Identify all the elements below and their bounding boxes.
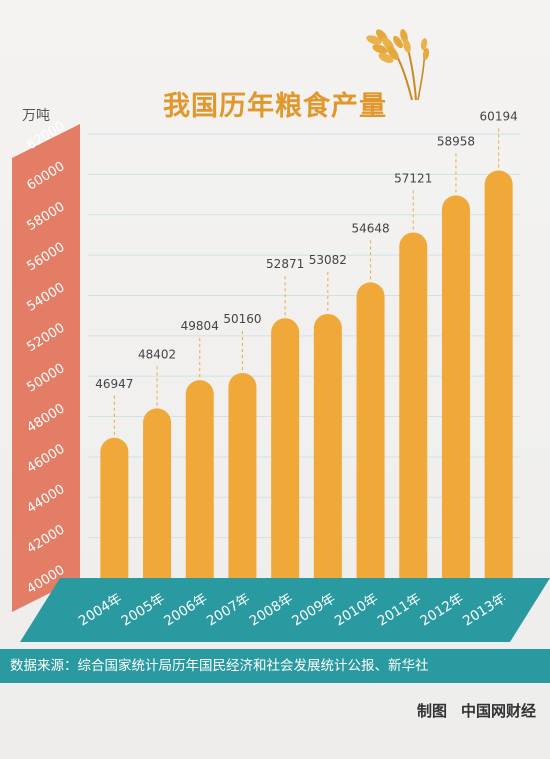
chart-title: 我国历年粮食产量 [163,91,387,122]
value-label: 49804 [181,319,219,333]
y-axis-band: 4000042000440004600048000500005200054000… [12,119,80,612]
x-axis-band-shape [20,578,550,642]
bars-layer [100,170,513,578]
x-axis-band: 2004年2005年2006年2007年2008年2009年2010年2011年… [20,578,550,642]
x-axis-unit: 年份 [500,591,528,607]
value-label: 54648 [351,221,389,235]
credit-line: 制图 中国网财经 [403,700,536,721]
credit-label: 制图 [416,702,447,720]
bar [356,282,385,578]
wheat-icon [366,29,430,101]
y-axis-unit: 万吨 [22,108,50,124]
value-label: 52871 [266,257,304,271]
value-label: 46947 [95,377,133,391]
y-axis-band-shape [12,124,80,612]
value-label: 48402 [138,347,176,361]
bar [484,170,513,578]
credit-org: 中国网财经 [460,702,536,720]
bar [313,313,342,578]
value-labels-layer: 46947 48402 49804 50160 52871 53082 54648 57121… [95,109,518,438]
value-label: 58958 [437,134,475,148]
bar [143,408,172,578]
bar [100,437,129,578]
value-label: 60194 [480,109,518,123]
source-note: 数据来源：综合国家统计局历年国民经济和社会发展统计公报、新华社 [0,649,550,683]
value-label: 53082 [309,253,347,267]
bar [228,372,257,578]
bar [271,318,300,578]
value-label: 57121 [394,171,432,185]
value-label: 50160 [223,312,261,326]
bar [399,232,428,578]
bar [185,380,214,578]
bar [441,195,470,578]
